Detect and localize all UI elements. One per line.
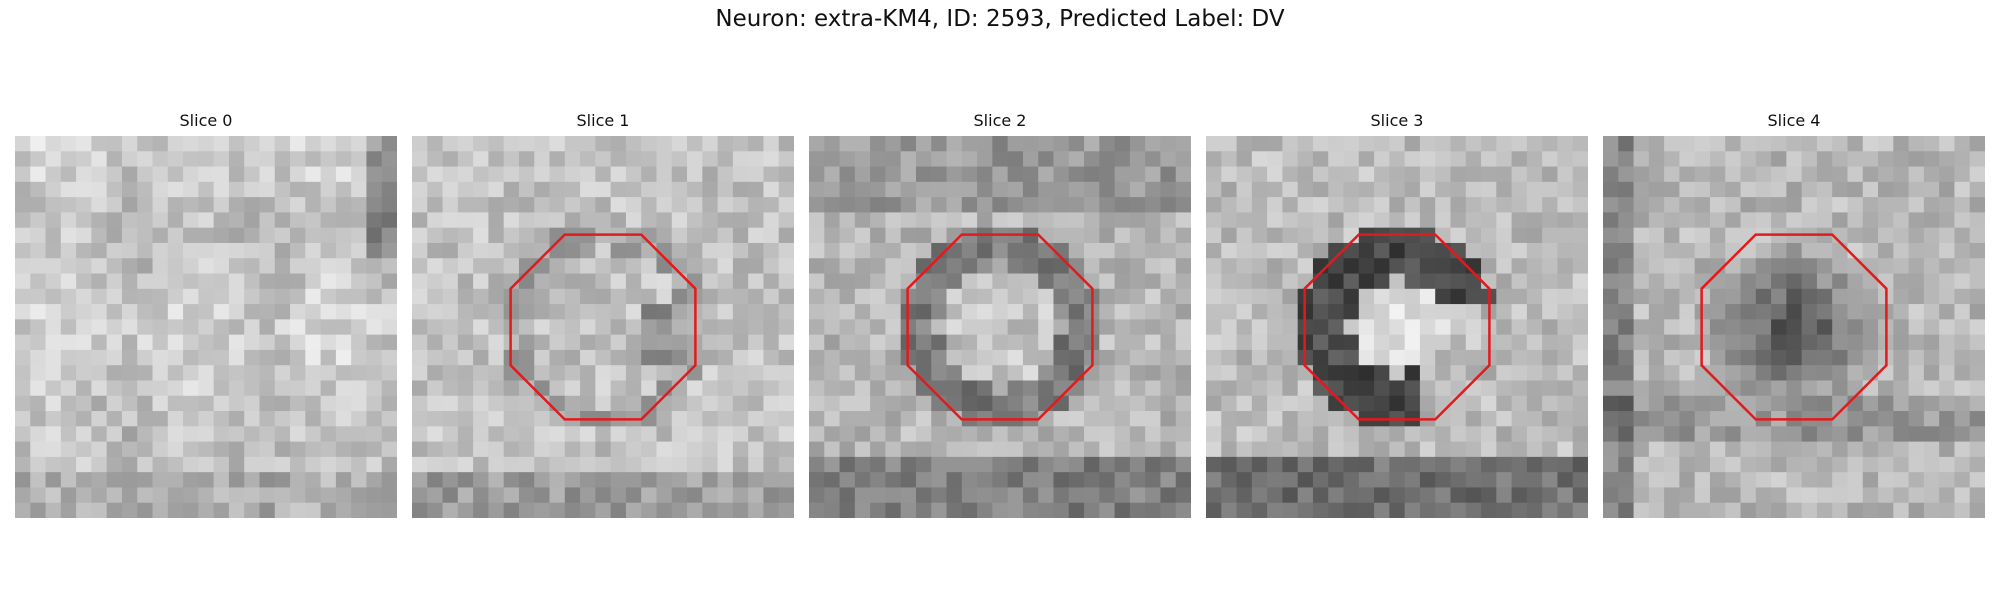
slice-panel-3: Slice 3 [1206,110,1588,518]
slice-image-0 [15,136,397,518]
slice-panel-4: Slice 4 [1603,110,1985,518]
slice-image-4 [1603,136,1985,518]
slice-image-1 [412,136,794,518]
pixel-grid-3 [1206,136,1588,518]
slice-title-3: Slice 3 [1206,110,1588,132]
pixel-grid-4 [1603,136,1985,518]
slice-title-1: Slice 1 [412,110,794,132]
slice-image-2 [809,136,1191,518]
pixel-grid-1 [412,136,794,518]
pixel-grid-0 [15,136,397,518]
figure-title: Neuron: extra-KM4, ID: 2593, Predicted L… [0,6,2000,32]
slice-title-0: Slice 0 [15,110,397,132]
pixel-grid-2 [809,136,1191,518]
slice-panel-2: Slice 2 [809,110,1191,518]
slice-panel-0: Slice 0 [15,110,397,518]
slice-title-2: Slice 2 [809,110,1191,132]
slice-panel-1: Slice 1 [412,110,794,518]
slice-image-3 [1206,136,1588,518]
slice-title-4: Slice 4 [1603,110,1985,132]
